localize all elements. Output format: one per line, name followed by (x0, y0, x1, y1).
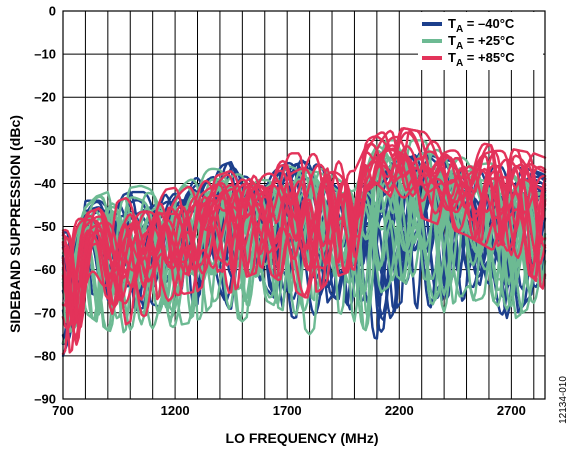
y-tick-label: –80 (34, 348, 56, 363)
y-axis-title: SIDEBAND SUPPRESSION (dBc) (7, 115, 23, 333)
legend-label: TA = +25°C (448, 33, 515, 52)
series-line (61, 127, 547, 310)
y-tick-label: –30 (34, 133, 56, 148)
plot-border (62, 10, 546, 400)
series-group (61, 127, 547, 355)
series-line (61, 140, 547, 308)
chart-traces (61, 127, 547, 358)
y-tick-label: –40 (34, 176, 56, 191)
figure-id: 12134-010 (558, 376, 569, 424)
x-tick-label: 700 (52, 403, 74, 418)
y-tick-label: 0 (49, 4, 56, 19)
y-tick-label: –60 (34, 262, 56, 277)
series-line (61, 144, 547, 346)
x-tick-label: 1700 (273, 403, 302, 418)
series-line (61, 153, 547, 302)
y-tick-label: –70 (34, 305, 56, 320)
legend-label: TA = +85°C (448, 50, 515, 69)
legend-label: TA = –40°C (448, 16, 515, 35)
y-tick-label: –50 (34, 219, 56, 234)
x-axis-title: LO FREQUENCY (MHz) (226, 430, 379, 446)
x-tick-label: 2700 (497, 403, 526, 418)
x-tick-label: 2200 (385, 403, 414, 418)
y-tick-label: –90 (34, 392, 56, 407)
legend: TA = –40°CTA = +25°CTA = +85°C (418, 12, 543, 70)
plot-frame (62, 10, 546, 400)
y-tick-label: –20 (34, 90, 56, 105)
x-tick-label: 1200 (161, 403, 190, 418)
y-tick-label: –10 (34, 47, 56, 62)
